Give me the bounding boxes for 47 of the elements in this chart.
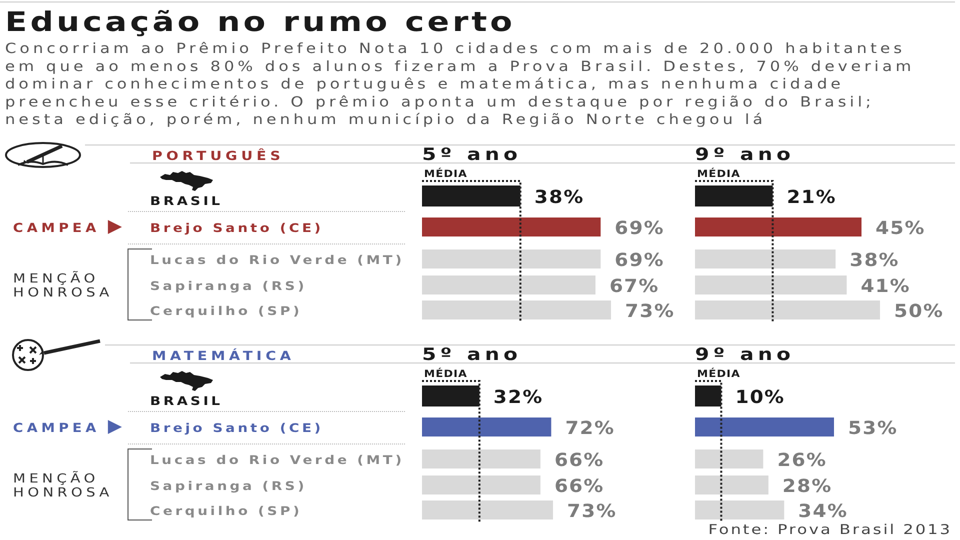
y-tick-label: Cerquilho (SP) (150, 304, 302, 319)
y-tick-label: Sapiranga (RS) (150, 280, 307, 294)
data-label: 38% (850, 250, 900, 271)
data-label: 73% (625, 302, 675, 322)
data-label: 10% (735, 388, 785, 408)
data-label: 66% (554, 476, 604, 497)
text: Concorriam ao Prêmio Prefeito Nota 10 cidades com mais de 20.000 habitantes em que ao menos 80% dos alunos fizeram a Prova Brasil. Destes, 70% deveriam dominar conhecimentos de português e matemática, mas nenhuma cidade preencheu esse critério. O prêmio aponta um destaque por região do Brasil; nesta edição, porém, nenhum município da Região Norte chegou lá (5, 40, 915, 128)
ref-line-label: MÉDIA (697, 367, 741, 380)
data-label: 53% (848, 418, 898, 439)
ref-line-label: MÉDIA (424, 167, 468, 180)
data-label: 34% (798, 502, 848, 522)
data-label: 69% (614, 218, 664, 239)
data-label: 41% (860, 276, 910, 297)
annotation: Fonte: Prova Brasil 2013 (708, 521, 952, 538)
ref-line-label: MÉDIA (697, 167, 741, 180)
data-label: 26% (777, 450, 827, 471)
data-label: 73% (567, 502, 617, 522)
data-label: 21% (786, 188, 836, 208)
y-tick-label: BRASIL (150, 394, 223, 409)
y-tick-label: Lucas do Rio Verde (MT) (150, 454, 404, 468)
y-tick-label: Cerquilho (SP) (150, 504, 302, 519)
chart-title: 5º ano (422, 346, 522, 365)
data-label: 66% (554, 450, 604, 471)
y-tick-label: BRASIL (150, 194, 223, 209)
chart-title: 9º ano (695, 146, 795, 165)
y-tick-label: Lucas do Rio Verde (MT) (150, 254, 404, 268)
text: Educação no rumo certo (5, 6, 516, 38)
text: MENÇÃO HONROSA (13, 270, 113, 300)
text: MENÇÃO HONROSA (13, 470, 113, 500)
data-label: 72% (565, 418, 615, 439)
data-label: 32% (493, 388, 544, 408)
chart-title: 9º ano (695, 346, 795, 365)
data-label: 50% (894, 302, 944, 322)
y-tick-label: Brejo Santo (CE) (150, 222, 324, 236)
text: MATEMÁTICA (152, 348, 295, 364)
text: CAMPEA (13, 222, 100, 236)
text: CAMPEA (13, 422, 100, 436)
data-label: 45% (876, 218, 926, 239)
y-tick-label: Sapiranga (RS) (150, 480, 307, 494)
data-label: 67% (609, 276, 660, 297)
y-tick-label: Brejo Santo (CE) (150, 422, 324, 436)
data-label: 28% (782, 476, 832, 497)
data-label: 38% (534, 188, 584, 208)
data-label: 69% (614, 250, 664, 271)
text: PORTUGUÊS (152, 148, 284, 164)
ref-line-label: MÉDIA (424, 367, 468, 380)
chart-title: 5º ano (422, 146, 522, 165)
